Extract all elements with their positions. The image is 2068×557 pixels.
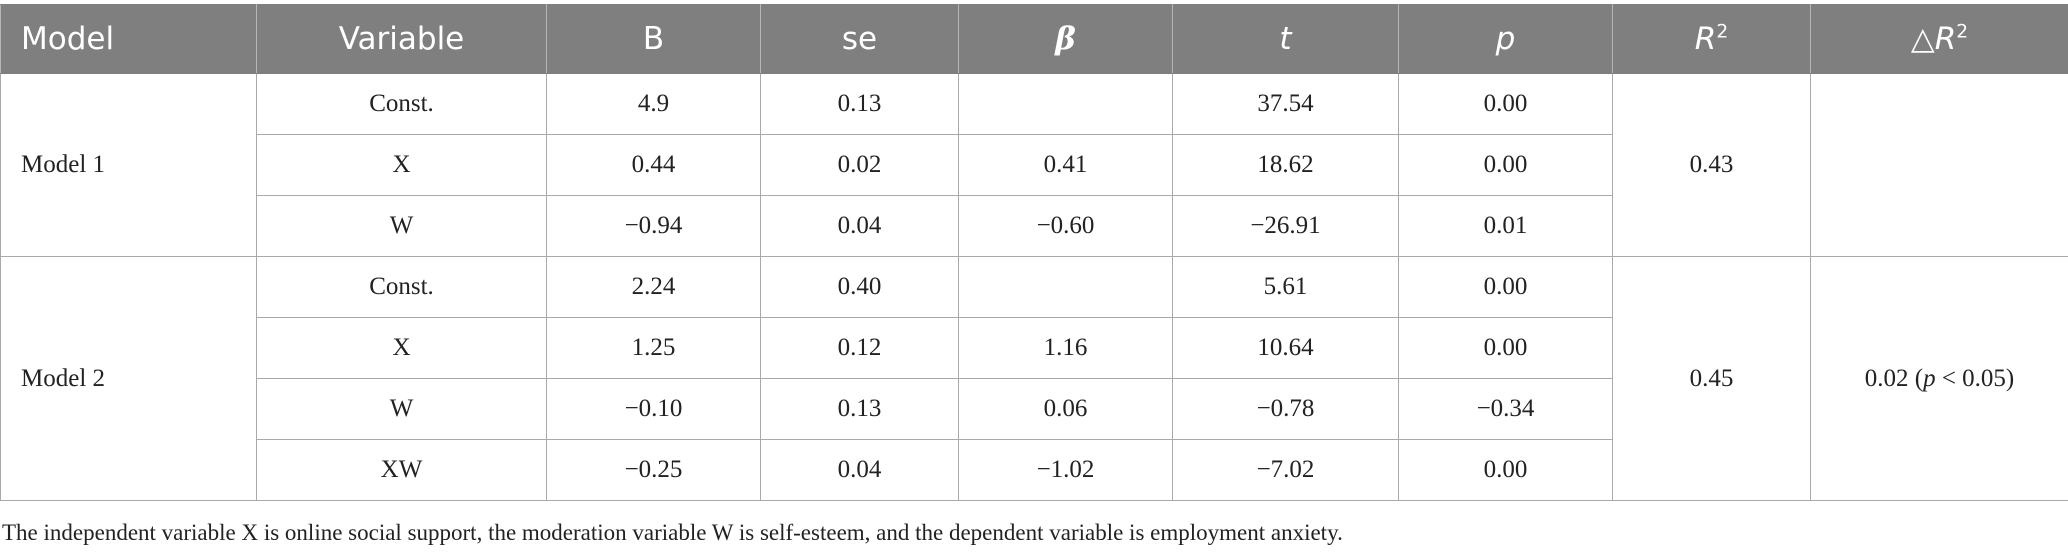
header-t: t: [1172, 4, 1399, 74]
cell-variable: Const.: [256, 73, 547, 135]
cell-beta: 0.41: [958, 134, 1173, 196]
table-footnote: The independent variable X is online soc…: [2, 520, 1343, 545]
cell-variable: X: [256, 317, 547, 379]
model-2-name: Model 2: [0, 256, 257, 501]
cell-t: −26.91: [1172, 195, 1399, 257]
header-delta-r-squared: △R2: [1810, 4, 2068, 74]
cell-t: 10.64: [1172, 317, 1399, 379]
table-row: XW −0.25 0.04 −1.02 −7.02 0.00: [1, 439, 2068, 501]
cell-variable: XW: [256, 439, 547, 501]
cell-t: −7.02: [1172, 439, 1399, 501]
cell-variable: W: [256, 378, 547, 440]
cell-b: −0.94: [546, 195, 761, 257]
delta-r2-significance: < 0.05): [1935, 364, 2015, 392]
cell-b: −0.10: [546, 378, 761, 440]
cell-beta: −1.02: [958, 439, 1173, 501]
model-2-delta-r2: 0.02 (p < 0.05): [1810, 256, 2068, 501]
header-model: Model: [0, 4, 257, 74]
header-p: p: [1398, 4, 1613, 74]
cell-beta: −0.60: [958, 195, 1173, 257]
cell-t: 18.62: [1172, 134, 1399, 196]
cell-p: 0.00: [1398, 317, 1613, 379]
cell-se: 0.12: [760, 317, 959, 379]
header-se: se: [760, 4, 959, 74]
delta-symbol: △: [1910, 21, 1935, 57]
model-1-name: Model 1: [0, 73, 257, 257]
cell-b: 4.9: [546, 73, 761, 135]
cell-t: 5.61: [1172, 256, 1399, 318]
regression-table: Model Variable B se β t p R2 △R2 Model 1…: [0, 4, 2068, 501]
cell-beta: 1.16: [958, 317, 1173, 379]
cell-beta: 0.06: [958, 378, 1173, 440]
delta-r2-base: R: [1934, 21, 1957, 57]
cell-se: 0.04: [760, 195, 959, 257]
cell-se: 0.04: [760, 439, 959, 501]
cell-p: 0.00: [1398, 256, 1613, 318]
cell-se: 0.40: [760, 256, 959, 318]
cell-variable: W: [256, 195, 547, 257]
header-r-squared: R2: [1612, 4, 1811, 74]
cell-t: 37.54: [1172, 73, 1399, 135]
cell-p: 0.01: [1398, 195, 1613, 257]
header-beta: β: [958, 4, 1173, 74]
cell-p: 0.00: [1398, 73, 1613, 135]
cell-p: −0.34: [1398, 378, 1613, 440]
table-row: W −0.94 0.04 −0.60 −26.91 0.01: [1, 195, 2068, 257]
cell-b: 1.25: [546, 317, 761, 379]
delta-r2-sup: 2: [1956, 21, 1969, 43]
cell-variable: Const.: [256, 256, 547, 318]
cell-se: 0.02: [760, 134, 959, 196]
delta-r2-p-symbol: p: [1923, 364, 1936, 392]
r2-sup: 2: [1716, 21, 1729, 43]
delta-r2-value: 0.02 (: [1864, 364, 1924, 392]
model-1-delta-r2: [1810, 73, 2068, 257]
header-b: B: [546, 4, 761, 74]
table-row: Model 1 Const. 4.9 0.13 37.54 0.00 0.43: [0, 73, 2068, 257]
cell-beta: [958, 256, 1173, 318]
cell-b: −0.25: [546, 439, 761, 501]
cell-se: 0.13: [760, 378, 959, 440]
cell-p: 0.00: [1398, 134, 1613, 196]
table-row: Model 2 Const. 2.24 0.40 5.61 0.00 0.45 …: [0, 256, 2068, 501]
header-row: Model Variable B se β t p R2 △R2: [0, 4, 2068, 74]
cell-b: 2.24: [546, 256, 761, 318]
cell-p: 0.00: [1398, 439, 1613, 501]
model-1-r2: 0.43: [1612, 73, 1811, 257]
header-variable: Variable: [256, 4, 547, 74]
cell-beta: [958, 73, 1173, 135]
cell-b: 0.44: [546, 134, 761, 196]
cell-variable: X: [256, 134, 547, 196]
model-2-r2: 0.45: [1612, 256, 1811, 501]
table-row: X 1.25 0.12 1.16 10.64 0.00: [1, 317, 2068, 379]
cell-se: 0.13: [760, 73, 959, 135]
r2-base: R: [1694, 21, 1717, 57]
cell-t: −0.78: [1172, 378, 1399, 440]
table-row: X 0.44 0.02 0.41 18.62 0.00: [1, 134, 2068, 196]
